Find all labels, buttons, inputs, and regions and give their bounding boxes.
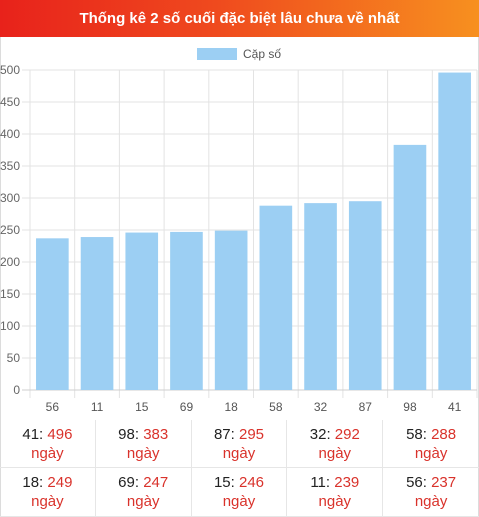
stat-cell: 32: 292 ngày <box>287 420 384 468</box>
stat-value: 288 <box>431 425 457 443</box>
y-tick-label: 500 <box>0 63 20 77</box>
bar <box>36 238 69 390</box>
stat-number: 41 <box>22 425 40 443</box>
stat-number: 18 <box>22 474 40 491</box>
y-tick-label: 350 <box>0 159 20 173</box>
stat-number: 69 <box>118 474 135 491</box>
stat-unit: ngày <box>414 444 448 462</box>
stat-value: 246 <box>238 474 265 491</box>
stat-number: 98 <box>118 425 135 443</box>
stat-cell: 87: 295 ngày <box>191 420 288 468</box>
stat-number: 56 <box>406 474 423 491</box>
stat-value: 383 <box>143 425 169 443</box>
stat-unit: ngày <box>318 444 352 462</box>
stat-cell: 41: 496 ngày <box>0 420 96 468</box>
x-tick-label: 98 <box>403 400 417 414</box>
stat-number: 11 <box>310 474 326 491</box>
stat-value: 295 <box>238 425 265 443</box>
chart-title: Thống kê 2 số cuối đặc biệt lâu chưa về … <box>0 0 479 37</box>
y-tick-label: 100 <box>0 319 20 333</box>
bar <box>304 203 337 390</box>
stat-unit: ngày <box>126 444 160 462</box>
stats-grid: 41: 496 ngày 98: 383 ngày 87: 295 ngày 3… <box>0 420 479 517</box>
x-tick-label: 11 <box>91 400 104 414</box>
x-tick-label: 87 <box>359 400 373 414</box>
stat-cell: 15: 246 ngày <box>191 468 288 517</box>
bar <box>348 201 382 390</box>
stat-number: 87 <box>213 425 231 443</box>
stat-cell: 18: 249 ngày <box>0 468 96 517</box>
stat-number: 32 <box>309 425 327 443</box>
x-tick-label: 15 <box>135 400 149 414</box>
stat-cell: 58: 288 ngày <box>383 420 479 468</box>
x-tick-label: 41 <box>448 400 462 414</box>
x-tick-label: 58 <box>269 400 283 414</box>
bar <box>438 72 471 390</box>
bar <box>80 237 114 390</box>
stat-cell: 56: 237 ngày <box>383 468 479 517</box>
bar <box>170 231 203 390</box>
x-tick-label: 18 <box>224 400 238 414</box>
y-tick-label: 150 <box>0 287 20 301</box>
bar <box>214 230 248 390</box>
stat-cell: 69: 247 ngày <box>95 468 192 517</box>
stat-value: 496 <box>47 425 73 443</box>
stat-value: 247 <box>143 474 169 491</box>
bar <box>393 144 427 390</box>
stat-cell: 98: 383 ngày <box>95 420 192 468</box>
bar <box>125 232 159 390</box>
stat-unit: ngày <box>414 493 448 510</box>
x-tick-label: 56 <box>46 400 60 414</box>
legend-label: Cặp số <box>243 47 281 61</box>
y-tick-label: 200 <box>0 255 20 269</box>
stat-unit: ngày <box>318 493 352 510</box>
stat-unit: ngày <box>31 444 64 462</box>
y-tick-label: 400 <box>0 127 20 141</box>
stat-unit: ngày <box>126 493 160 510</box>
y-tick-label: 0 <box>13 383 20 397</box>
y-tick-label: 50 <box>7 351 21 365</box>
legend-swatch <box>197 48 237 60</box>
x-tick-label: 69 <box>180 400 194 414</box>
bar-chart: Cặp số 0 50 100 150 200 250 300 350 400 450 500 56 11… <box>0 47 478 414</box>
stat-value: 292 <box>334 425 360 443</box>
y-tick-label: 450 <box>0 95 20 109</box>
stat-value: 237 <box>431 474 457 491</box>
y-tick-label: 300 <box>0 191 20 205</box>
stat-number: 15 <box>213 474 231 491</box>
stat-unit: ngày <box>31 493 64 510</box>
x-tick-label: 32 <box>314 400 328 414</box>
stat-cell: 11: 239 ngày <box>287 468 384 517</box>
stat-number: 58 <box>406 425 423 443</box>
stat-unit: ngày <box>222 444 256 462</box>
stat-unit: ngày <box>222 493 256 510</box>
bar <box>259 205 293 390</box>
stat-value: 239 <box>334 474 360 491</box>
y-tick-label: 250 <box>0 223 20 237</box>
stat-value: 249 <box>47 474 73 491</box>
